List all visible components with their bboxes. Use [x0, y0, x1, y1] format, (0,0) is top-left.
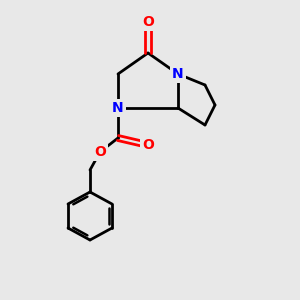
Text: N: N	[172, 67, 184, 81]
Text: O: O	[142, 15, 154, 29]
Text: O: O	[142, 138, 154, 152]
Text: O: O	[94, 145, 106, 159]
Text: N: N	[112, 101, 124, 115]
